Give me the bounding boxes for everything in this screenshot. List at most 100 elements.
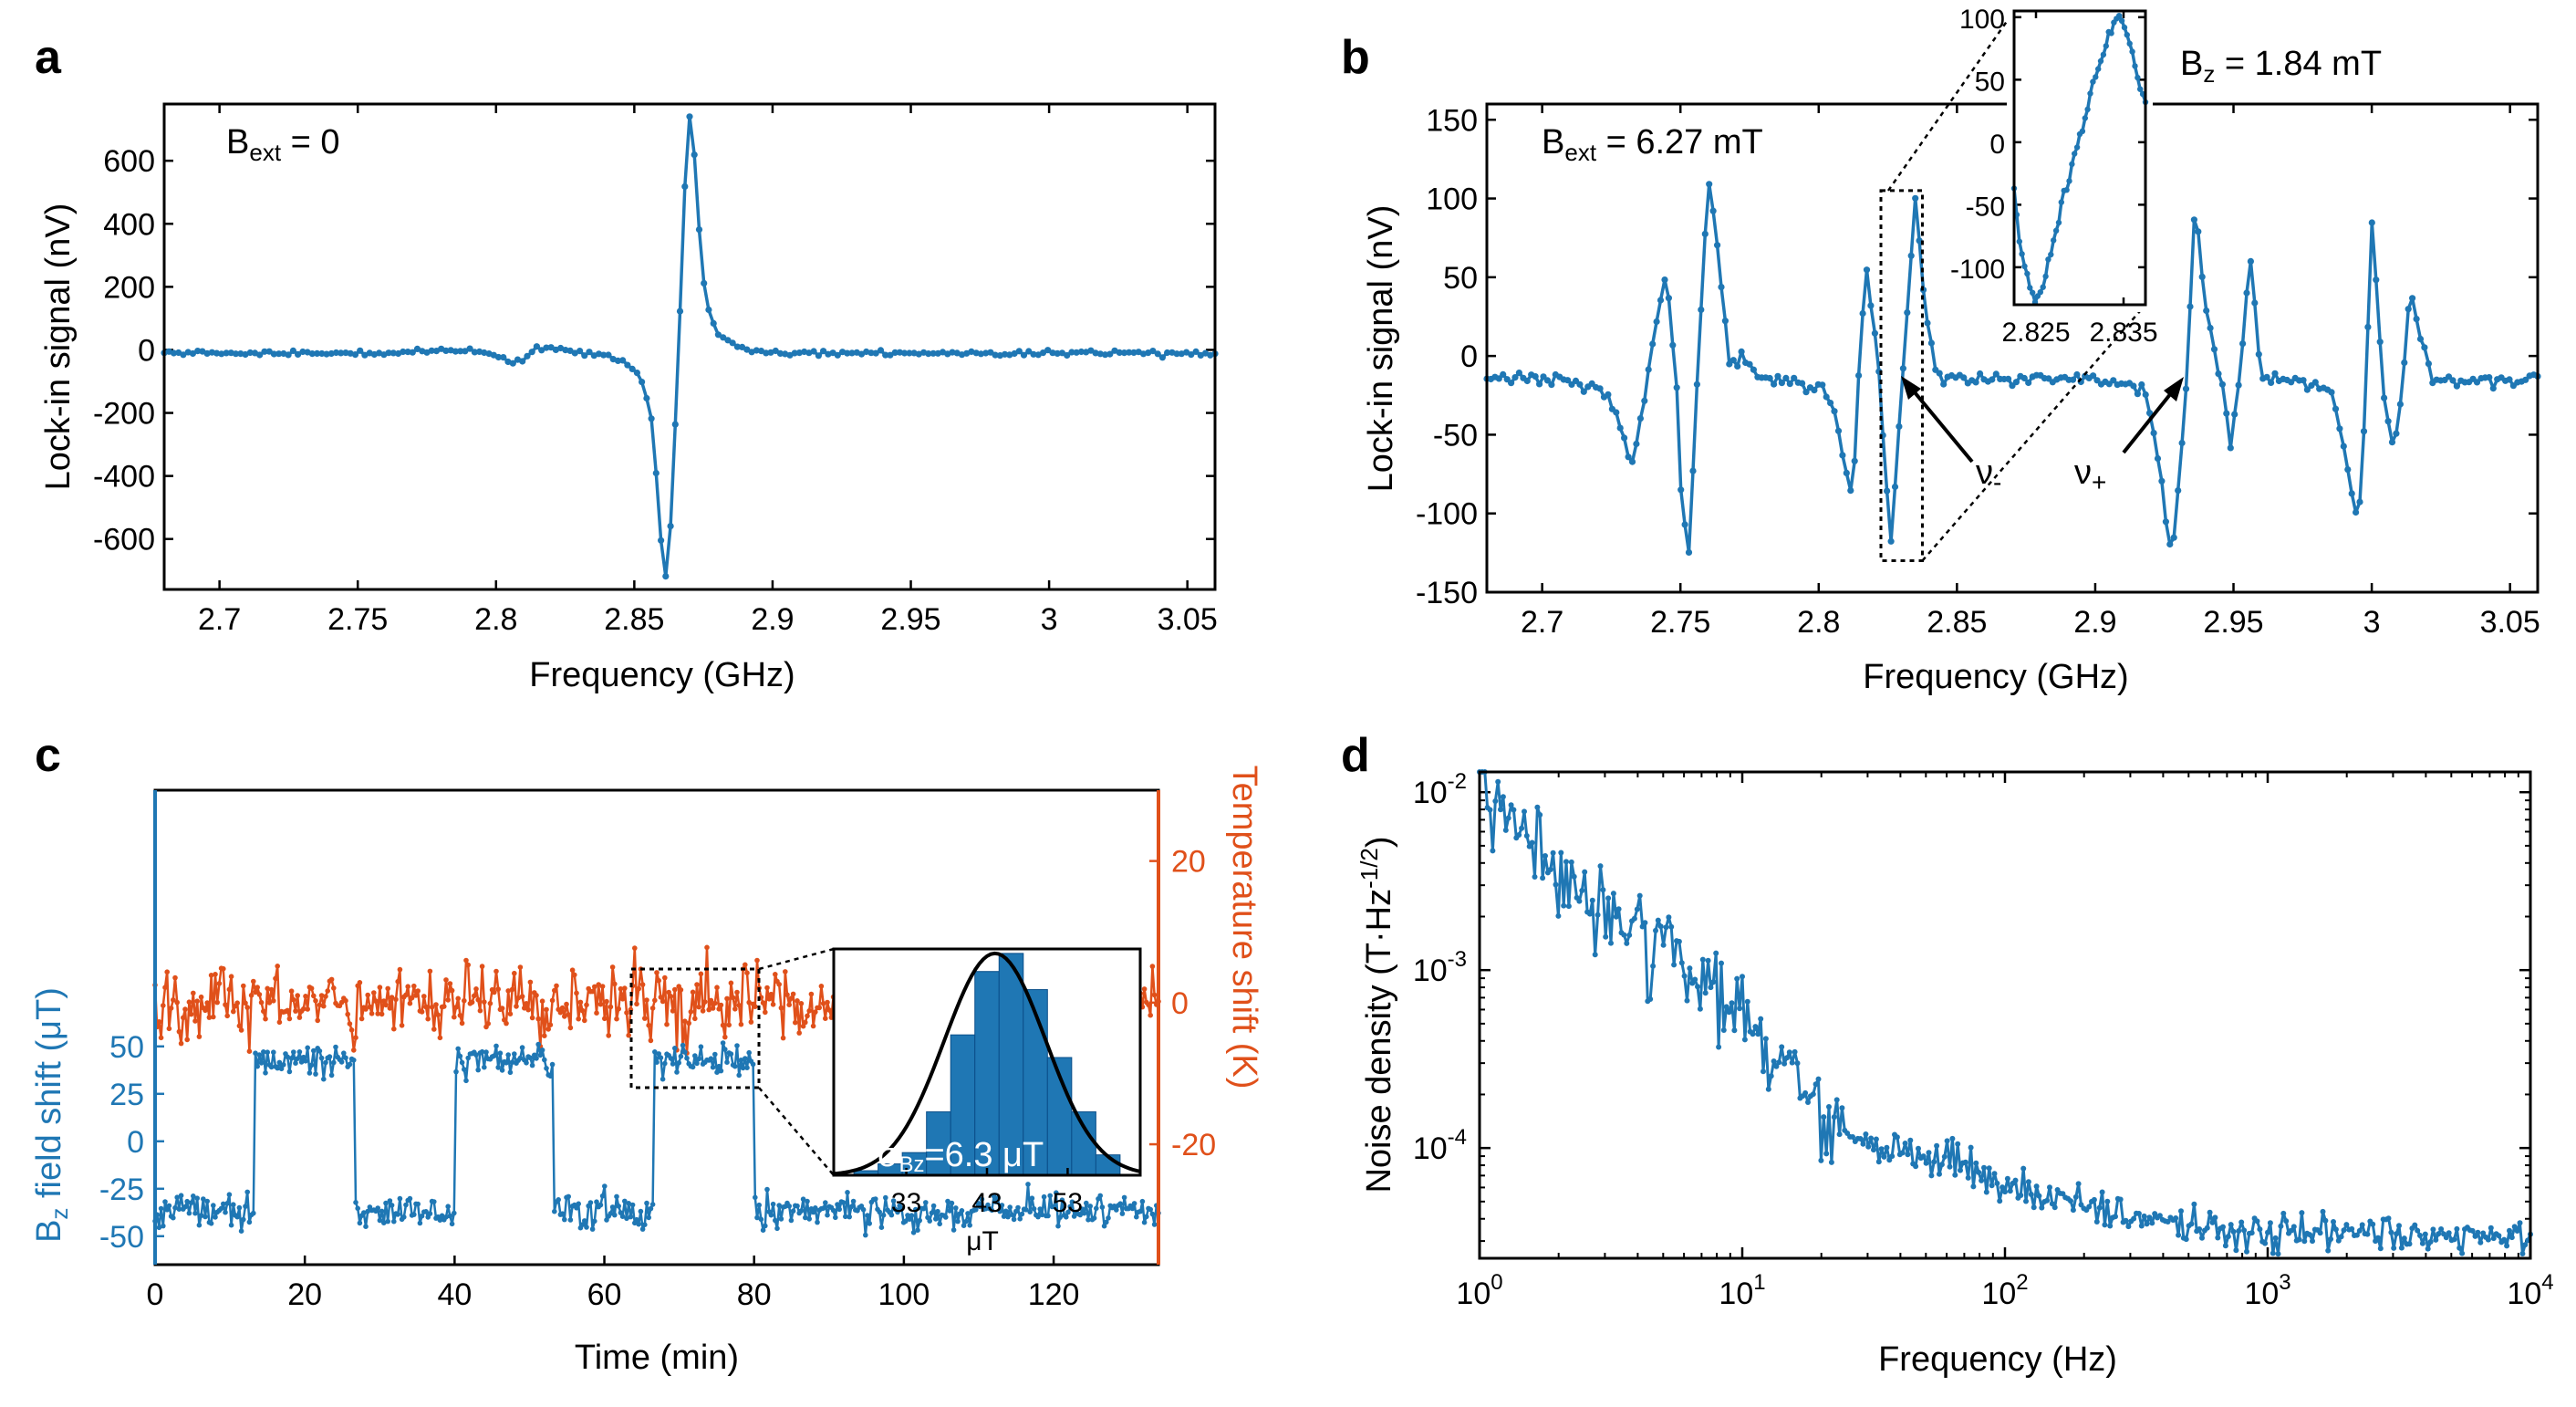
panel-a-point-141 [834, 351, 841, 359]
panel-d-point-257 [2152, 1211, 2158, 1217]
panel-d-point-50 [1608, 940, 1614, 946]
panel-c-field-point-262 [678, 1053, 684, 1059]
panel-b-point-228 [2405, 306, 2412, 313]
panel-c-temperature-point-31 [214, 999, 220, 1006]
panel-c-temperature-point-150 [453, 1005, 459, 1010]
panel-b-point-219 [2368, 219, 2375, 226]
panel-d-point-211 [2031, 1204, 2037, 1211]
panel-d-point-80 [1687, 965, 1693, 972]
panel-c-field-point-493 [1141, 1219, 1148, 1225]
panel-b-point-213 [2344, 465, 2352, 474]
panel-a-axes-box [162, 102, 1217, 591]
panel-c-field-point-442 [1039, 1212, 1045, 1218]
panel-b-point-177 [2198, 273, 2206, 280]
panel-c-field-point-258 [670, 1061, 676, 1067]
panel-c-temperature-point-203 [559, 1005, 566, 1011]
panel-d-point-13 [1511, 807, 1517, 813]
panel-c-field-point-291 [736, 1072, 742, 1079]
panel-a-point-23 [270, 350, 277, 358]
panel-c-temperature-point-141 [435, 1012, 441, 1017]
panel-c-field-point-197 [547, 1073, 554, 1079]
panel-a-point-112 [695, 226, 703, 234]
panel-c-temperature-point-223 [599, 984, 606, 989]
panel-c-temperature-point-80 [313, 998, 318, 1004]
panel-c-temperature-point-41 [234, 1000, 241, 1006]
panel-d-point-84 [1697, 1006, 1703, 1012]
panel-c-temperature-point-324 [803, 1019, 808, 1026]
panel-d-point-111 [1768, 1073, 1774, 1079]
panel-c-temperature-point-107 [367, 1004, 373, 1010]
panel-a-point-78 [533, 343, 541, 350]
panel-d-point-365 [2436, 1231, 2442, 1237]
panel-c-temperature-point-12 [176, 1028, 182, 1035]
panel-c-temperature-point-27 [206, 1015, 213, 1020]
panel-c-field-point-129 [411, 1212, 417, 1217]
panel-b-point-96 [1871, 329, 1878, 337]
panel-c-field-point-148 [449, 1221, 455, 1227]
panel-c-temperature-point-3 [158, 1035, 164, 1041]
panel-c-temperature-point-290 [734, 989, 740, 995]
panel-d-point-200 [2002, 1189, 2008, 1195]
panel-b-inset-point-32 [2095, 66, 2102, 72]
panel-c-field-point-497 [1149, 1211, 1156, 1217]
nu-minus-label: ν- [1976, 453, 2001, 496]
panel-b-point-221 [2376, 339, 2384, 346]
panel-c-field-point-464 [1084, 1200, 1089, 1206]
panel-c-temperature-point-202 [557, 1009, 564, 1016]
panel-d-point-247 [2125, 1224, 2132, 1230]
panel-c-xtick-label-4: 80 [737, 1277, 772, 1312]
panel-a-ytick-label-6: 600 [103, 144, 155, 179]
panel-c-field-point-333 [820, 1205, 826, 1211]
panel-b-point-145 [2069, 376, 2077, 383]
panel-b-point-210 [2332, 405, 2340, 412]
panel-c-temperature-point-190 [534, 993, 539, 998]
panel-b-point-93 [1859, 309, 1866, 318]
panel-c-field-point-438 [1031, 1206, 1037, 1212]
panel-c-field-point-426 [1007, 1204, 1013, 1210]
panel-c-field-point-145 [443, 1214, 449, 1220]
panel-a-point-102 [648, 415, 655, 422]
panel-c-field-point-153 [459, 1059, 465, 1066]
panel-d-point-193 [1983, 1189, 1989, 1195]
panel-a-point-198 [1106, 350, 1114, 358]
panel-c-field-point-146 [445, 1204, 452, 1209]
panel-c-temperature-point-10 [172, 974, 178, 981]
panel-d-point-368 [2443, 1235, 2449, 1241]
panel-d-point-232 [2086, 1204, 2093, 1210]
panel-b-xtick-label-0: 2.7 [1521, 605, 1563, 640]
panel-d-point-329 [2341, 1227, 2347, 1234]
panel-c-temperature-point-225 [604, 998, 609, 1005]
panel-d-point-182 [1955, 1141, 1961, 1147]
panel-c-temperature-point-253 [660, 998, 666, 1005]
panel-b-point-85 [1827, 400, 1834, 407]
panel-c-field-point-384 [923, 1200, 929, 1205]
panel-d-point-366 [2438, 1226, 2445, 1232]
panel-a-point-124 [753, 347, 760, 354]
panel-c-field-point-155 [463, 1078, 469, 1084]
panel-c-field-point-171 [495, 1065, 501, 1070]
panel-c-field-point-372 [898, 1205, 905, 1212]
panel-c-field-point-62 [276, 1059, 283, 1066]
panel-d-point-5 [1490, 848, 1496, 854]
panel-c-temperature-point-193 [539, 998, 545, 1004]
panel-a-ytick-label-5: 400 [103, 207, 155, 242]
panel-c-field-point-235 [624, 1215, 629, 1222]
panel-b-point-44 [1661, 276, 1668, 284]
panel-c-field-point-290 [734, 1043, 740, 1048]
panel-c-ytick-left-label-4: 50 [109, 1030, 144, 1065]
panel-c-field-point-498 [1151, 1222, 1158, 1227]
panel-d-point-289 [2236, 1228, 2242, 1234]
panel-d-ytick-label-0: 10-4 [1413, 1125, 1467, 1166]
panel-a-point-93 [605, 351, 612, 359]
panel-c-temperature-point-26 [204, 1000, 210, 1006]
panel-c-field-point-465 [1085, 1217, 1091, 1223]
panel-c-field-point-409 [973, 1207, 979, 1213]
panel-c-temperature-point-60 [273, 975, 278, 982]
panel-c-temperature-point-191 [535, 1016, 541, 1022]
panel-c-field-point-356 [867, 1221, 872, 1226]
panel-d-point-17 [1522, 808, 1527, 815]
panel-a-point-100 [639, 379, 646, 386]
panel-a-point-153 [891, 349, 898, 356]
panel-c-field-point-347 [848, 1204, 855, 1210]
panel-b-point-202 [2300, 377, 2307, 384]
